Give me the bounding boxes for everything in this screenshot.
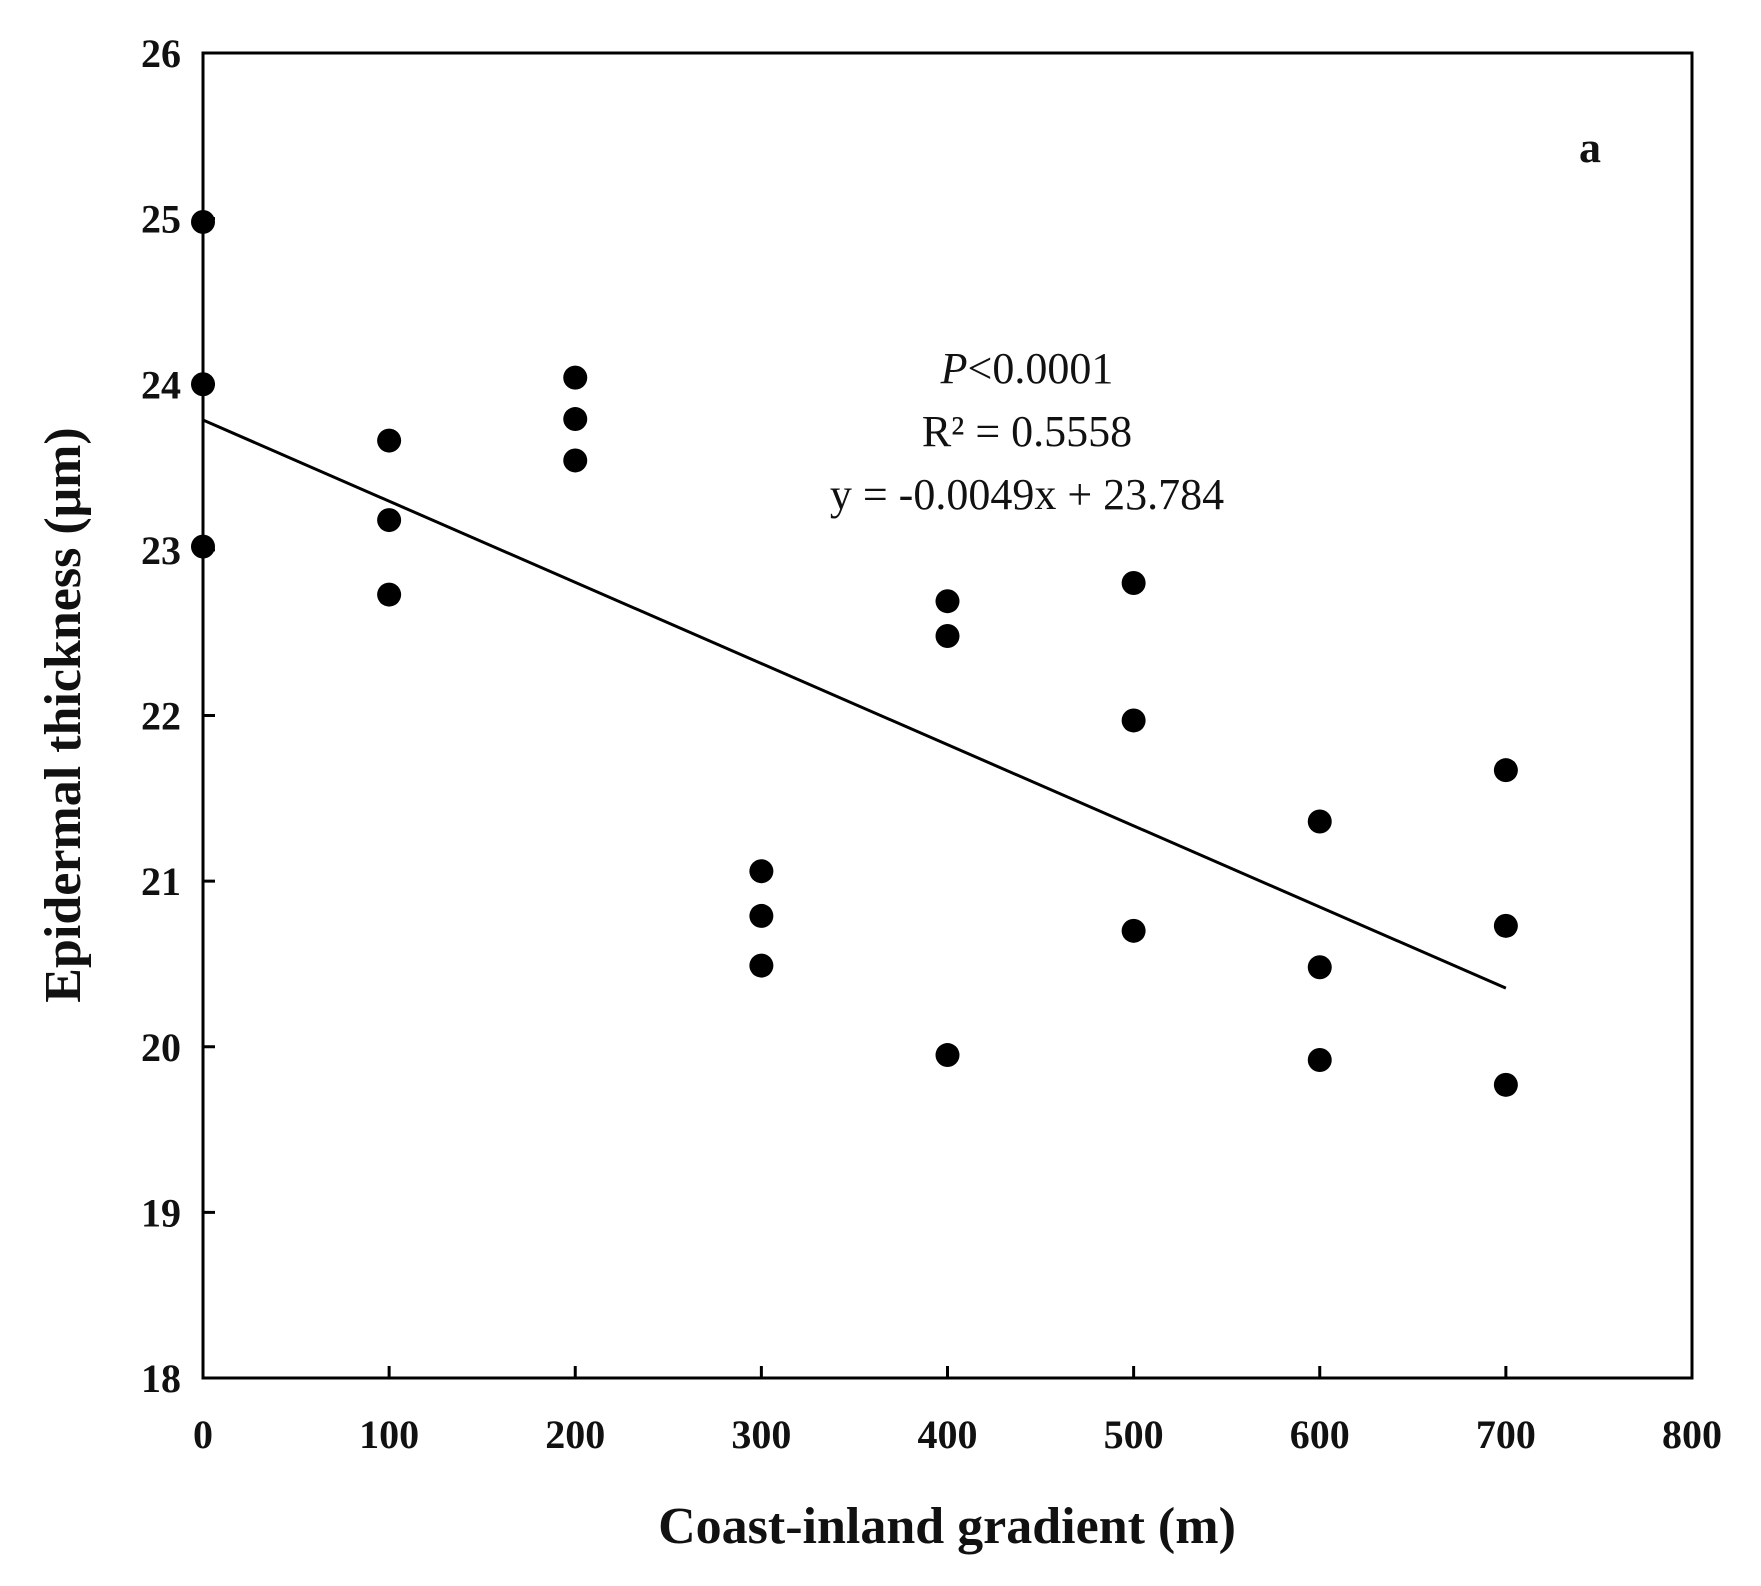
y-tick-label: 20: [141, 1025, 181, 1070]
data-point: [1493, 758, 1518, 783]
data-point: [1307, 1048, 1332, 1072]
x-tick-label: 800: [1662, 1412, 1722, 1457]
y-tick-label: 24: [141, 362, 181, 407]
data-point: [1493, 1072, 1518, 1097]
data-point: [935, 1043, 960, 1068]
x-tick-label: 300: [731, 1412, 791, 1457]
data-point: [1121, 918, 1146, 943]
y-tick-label: 23: [141, 528, 181, 573]
trend-line: [202, 418, 1507, 990]
data-points: [191, 209, 1518, 1097]
data-point: [1307, 955, 1332, 980]
data-point: [935, 624, 960, 648]
x-tick-label: 700: [1476, 1412, 1536, 1457]
data-point: [563, 448, 588, 473]
y-tick-label: 26: [141, 31, 181, 76]
y-tick-label: 18: [141, 1356, 181, 1401]
data-point: [749, 859, 774, 884]
data-point: [1121, 708, 1146, 733]
x-axis-title: Coast-inland gradient (m): [658, 1498, 1236, 1555]
x-tick-label: 100: [359, 1412, 419, 1457]
regression-equation: y = -0.0049x + 23.784: [830, 470, 1224, 519]
data-point: [377, 508, 402, 533]
data-point: [191, 534, 215, 559]
trendline-group: [202, 418, 1507, 990]
y-tick-label: 21: [141, 859, 181, 904]
y-tick-label: 22: [141, 694, 181, 739]
p-italic: P: [940, 344, 968, 393]
p-value-annotation: P<0.0001: [940, 344, 1114, 393]
panel-label: a: [1579, 123, 1601, 172]
data-point: [749, 953, 774, 978]
data-point: [563, 407, 588, 432]
y-tick-label: 25: [141, 197, 181, 242]
plot-area: [201, 51, 1694, 1380]
data-point: [749, 903, 774, 928]
y-tick-label: 19: [141, 1190, 181, 1235]
y-axis-ticks: 18 19 20 21 22 23 24 25 26: [141, 31, 215, 1401]
data-point: [1121, 571, 1146, 595]
p-value-text: <0.0001: [968, 344, 1114, 393]
x-axis-ticks: 0 100 200 300 400 500 600 700 800: [193, 1366, 1722, 1457]
x-tick-label: 600: [1290, 1412, 1350, 1457]
data-point: [191, 372, 215, 397]
data-point: [377, 582, 402, 607]
data-point: [1493, 913, 1518, 938]
r-squared-annotation: R² = 0.5558: [922, 407, 1132, 456]
data-point: [563, 365, 588, 390]
data-point: [191, 209, 215, 234]
x-tick-label: 0: [193, 1412, 213, 1457]
data-point: [935, 589, 960, 614]
data-point: [1307, 809, 1332, 834]
x-tick-label: 400: [918, 1412, 978, 1457]
x-tick-label: 500: [1104, 1412, 1164, 1457]
y-axis-title: Epidermal thickness (μm): [35, 427, 92, 1002]
data-point: [377, 428, 402, 453]
x-tick-label: 200: [545, 1412, 605, 1457]
